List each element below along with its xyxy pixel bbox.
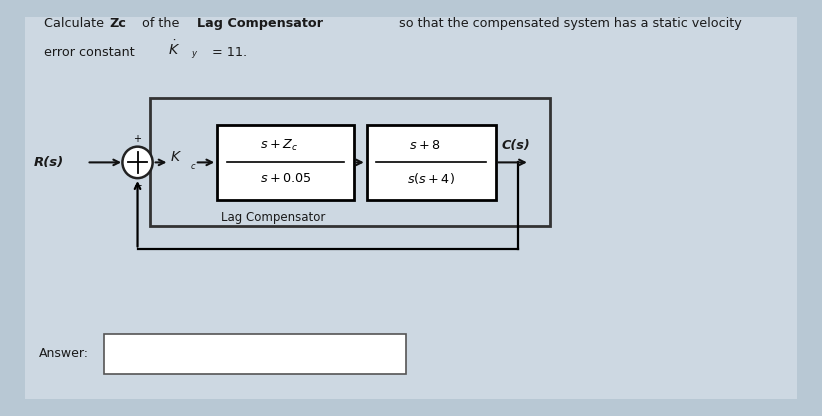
Text: $s + 8$: $s + 8$ [409,139,441,152]
Text: Zc: Zc [109,17,127,30]
Text: +: + [132,134,141,144]
Circle shape [122,146,153,178]
Text: $K$: $K$ [170,151,182,164]
Text: Answer:: Answer: [39,347,89,359]
Text: −: − [134,181,143,191]
FancyBboxPatch shape [104,334,406,374]
Text: = 11.: = 11. [207,46,247,59]
Text: $s(s + 4)$: $s(s + 4)$ [407,171,455,186]
Text: $s + Z_c$: $s + Z_c$ [261,138,298,154]
Text: $_y$: $_y$ [191,48,198,61]
Text: error constant: error constant [44,46,139,59]
Text: Calculate: Calculate [44,17,109,30]
Text: so that the compensated system has a static velocity: so that the compensated system has a sta… [395,17,741,30]
Text: $s + 0.05$: $s + 0.05$ [260,173,312,186]
Text: R(s): R(s) [34,156,64,169]
Text: of the: of the [138,17,183,30]
FancyBboxPatch shape [217,125,354,200]
Text: Lag Compensator: Lag Compensator [221,211,326,224]
FancyBboxPatch shape [367,125,496,200]
Text: $_c$: $_c$ [190,159,196,172]
Text: $\dot{K}$: $\dot{K}$ [168,40,180,58]
Text: Lag Compensator: Lag Compensator [197,17,323,30]
Text: C(s): C(s) [502,139,531,152]
